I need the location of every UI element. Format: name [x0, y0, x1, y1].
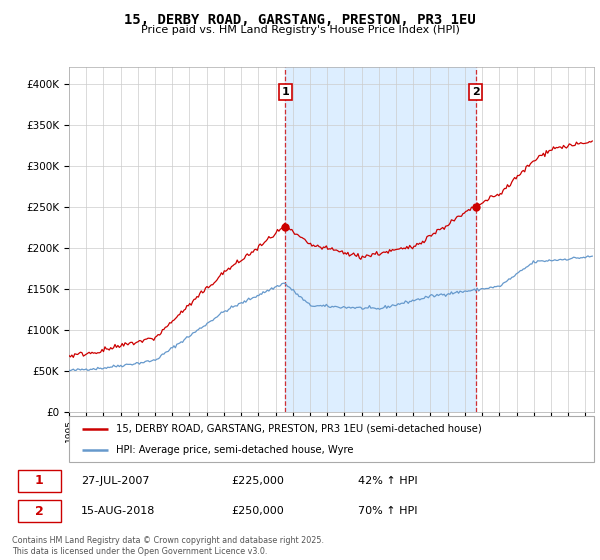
Text: Contains HM Land Registry data © Crown copyright and database right 2025.
This d: Contains HM Land Registry data © Crown c… [12, 536, 324, 556]
FancyBboxPatch shape [18, 470, 61, 492]
Text: £225,000: £225,000 [231, 476, 284, 486]
Text: 15, DERBY ROAD, GARSTANG, PRESTON, PR3 1EU: 15, DERBY ROAD, GARSTANG, PRESTON, PR3 1… [124, 13, 476, 27]
Text: 2: 2 [472, 87, 479, 97]
Text: 70% ↑ HPI: 70% ↑ HPI [358, 506, 417, 516]
Text: 42% ↑ HPI: 42% ↑ HPI [358, 476, 417, 486]
Text: 15, DERBY ROAD, GARSTANG, PRESTON, PR3 1EU (semi-detached house): 15, DERBY ROAD, GARSTANG, PRESTON, PR3 1… [116, 424, 482, 434]
Text: 27-JUL-2007: 27-JUL-2007 [81, 476, 149, 486]
Text: HPI: Average price, semi-detached house, Wyre: HPI: Average price, semi-detached house,… [116, 445, 354, 455]
FancyBboxPatch shape [69, 416, 594, 462]
Bar [286, 67, 476, 412]
Text: 1: 1 [35, 474, 43, 487]
Text: 2: 2 [35, 505, 43, 517]
Text: 1: 1 [281, 87, 289, 97]
Text: Price paid vs. HM Land Registry's House Price Index (HPI): Price paid vs. HM Land Registry's House … [140, 25, 460, 35]
FancyBboxPatch shape [18, 500, 61, 522]
Text: £250,000: £250,000 [231, 506, 284, 516]
Text: 15-AUG-2018: 15-AUG-2018 [81, 506, 155, 516]
